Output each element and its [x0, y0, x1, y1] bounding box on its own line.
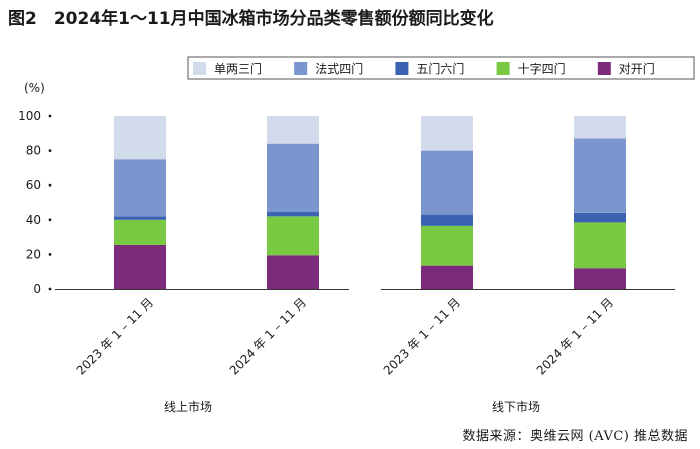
legend-label: 法式四门	[315, 61, 363, 76]
figure-title: 图2 2024年1～11月中国冰箱市场分品类零售额份额同比变化	[8, 9, 494, 29]
bar-segment	[421, 150, 473, 215]
y-tick-label: 60	[26, 178, 41, 192]
y-tick-mark	[48, 183, 52, 187]
bar-stacks	[114, 116, 626, 289]
legend-swatch	[395, 62, 409, 75]
legend-label: 对开门	[619, 61, 655, 76]
y-tick-mark	[48, 287, 52, 291]
bar-segment	[114, 244, 166, 289]
bar-segment	[574, 138, 626, 213]
bar-segment	[574, 212, 626, 223]
y-tick-mark	[48, 114, 52, 118]
y-tick-mark	[48, 149, 52, 153]
bar-segment	[574, 268, 626, 289]
bar-segment	[421, 214, 473, 226]
bar-segment	[267, 212, 319, 217]
y-tick-label: 100	[18, 109, 41, 123]
y-tick-label: 0	[33, 282, 41, 296]
y-tick-mark	[48, 253, 52, 256]
bar-segment	[574, 222, 626, 269]
bar-segment	[267, 216, 319, 256]
legend-swatch	[496, 62, 510, 75]
legend-label: 单两三门	[214, 61, 262, 76]
bar-segment	[267, 116, 319, 144]
bar-segment	[114, 116, 166, 160]
legend-swatch	[597, 62, 611, 75]
x-tick-label: 2024 年 1 – 11 月	[227, 295, 309, 377]
bar-segment	[114, 219, 166, 245]
legend-box	[187, 56, 695, 80]
group-label: 线上市场	[164, 399, 212, 414]
y-tick-label: 20	[26, 247, 41, 261]
legend-swatch	[193, 62, 206, 75]
bar-segment	[267, 255, 319, 289]
bar-segment	[421, 116, 473, 151]
legend-swatch	[294, 62, 308, 75]
x-tick-label: 2024 年 1 – 11 月	[534, 295, 616, 377]
y-tick-mark	[48, 218, 52, 222]
x-tick-label: 2023 年 1 – 11 月	[381, 295, 463, 377]
legend: 单两三门 法式四门 五门六门 十字四门 对开门	[187, 56, 695, 80]
bar-segment	[574, 116, 626, 139]
bar-segment	[421, 265, 473, 289]
x-tick-label: 2023 年 1 – 11 月	[74, 295, 156, 377]
source-note: 数据来源：奥维云网 (AVC) 推总数据	[462, 429, 688, 444]
bar-segment	[421, 225, 473, 266]
y-tick-label: 40	[26, 213, 41, 227]
y-axis: (%) 0 20 40 60 80 100	[18, 81, 675, 296]
bar-segment	[114, 159, 166, 217]
legend-label: 五门六门	[416, 61, 464, 76]
bar-segment	[114, 216, 166, 220]
y-axis-unit: (%)	[24, 81, 45, 95]
legend-label: 十字四门	[518, 61, 566, 76]
bar-segment	[267, 143, 319, 213]
group-label: 线下市场	[492, 399, 540, 414]
y-tick-label: 80	[26, 144, 41, 158]
